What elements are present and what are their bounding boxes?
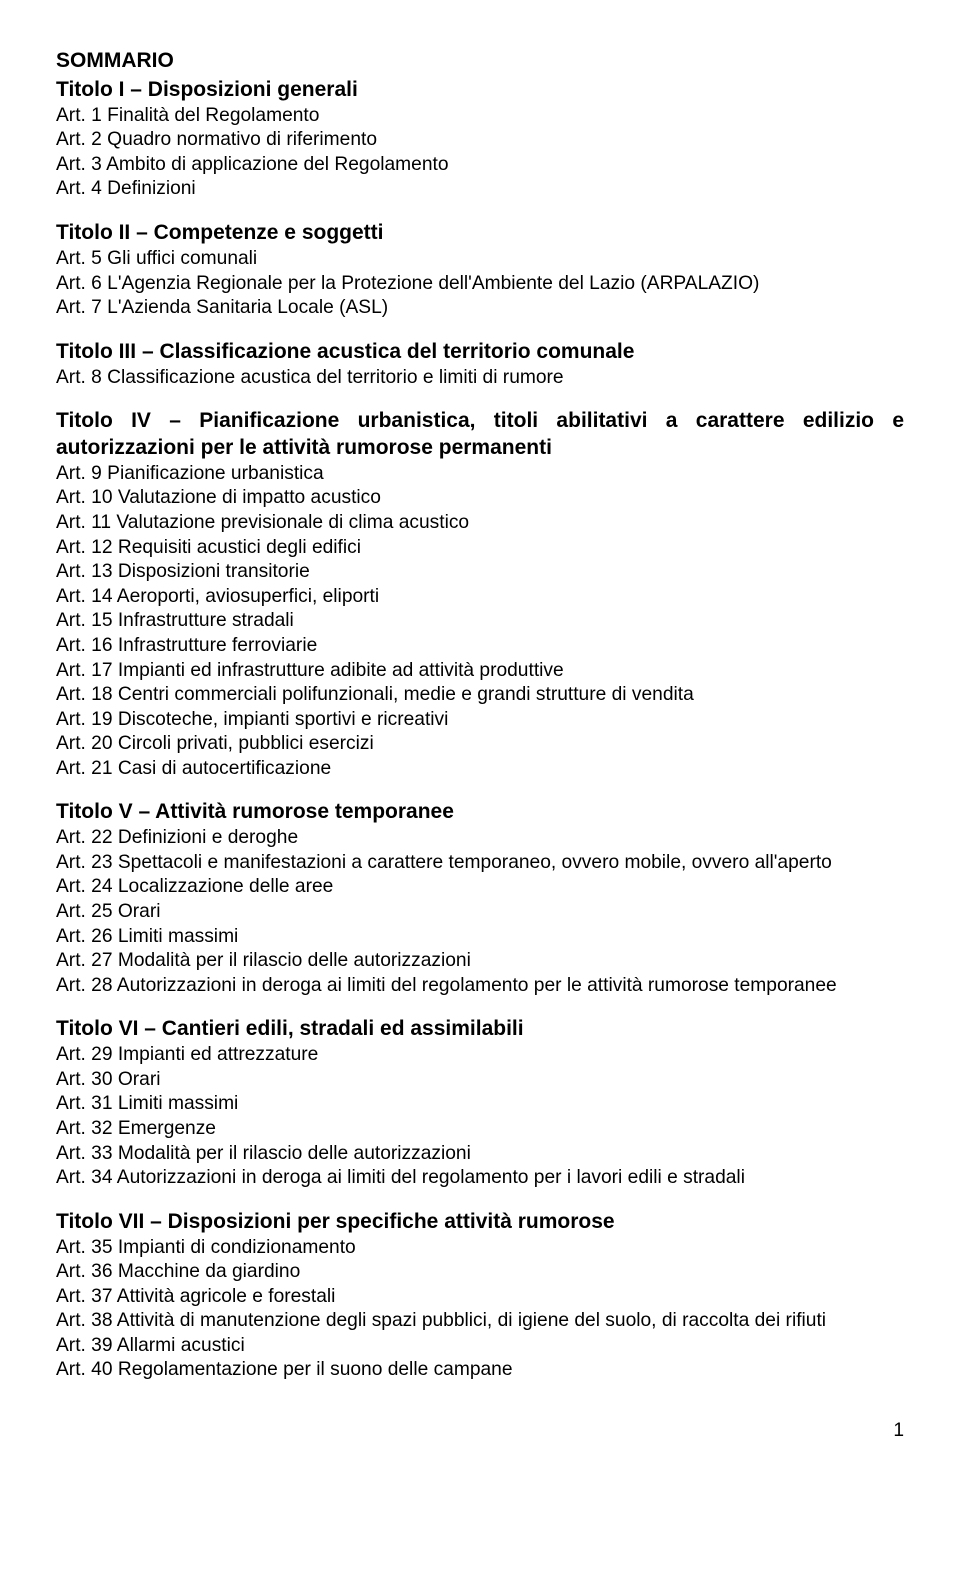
article-line: Art. 13 Disposizioni transitorie: [56, 560, 904, 585]
article-line: Art. 21 Casi di autocertificazione: [56, 757, 904, 782]
article-line: Art. 15 Infrastrutture stradali: [56, 609, 904, 634]
titolo7-block: Titolo VII – Disposizioni per specifiche…: [56, 1209, 904, 1383]
article-line: Art. 16 Infrastrutture ferroviarie: [56, 634, 904, 659]
titolo5-title: Titolo V – Attività rumorose temporanee: [56, 799, 904, 826]
article-line: Art. 3 Ambito di applicazione del Regola…: [56, 153, 904, 178]
titolo3-title: Titolo III – Classificazione acustica de…: [56, 339, 904, 366]
article-line: Art. 7 L'Azienda Sanitaria Locale (ASL): [56, 296, 904, 321]
article-line: Art. 6 L'Agenzia Regionale per la Protez…: [56, 272, 904, 297]
page-number: 1: [56, 1419, 904, 1444]
article-line: Art. 18 Centri commerciali polifunzional…: [56, 683, 904, 708]
article-line: Art. 39 Allarmi acustici: [56, 1334, 904, 1359]
article-line: Art. 14 Aeroporti, aviosuperfici, elipor…: [56, 585, 904, 610]
article-line: Art. 25 Orari: [56, 900, 904, 925]
article-line: Art. 4 Definizioni: [56, 177, 904, 202]
titolo1-title: Titolo I – Disposizioni generali: [56, 77, 904, 104]
article-line: Art. 22 Definizioni e deroghe: [56, 826, 904, 851]
article-line: Art. 9 Pianificazione urbanistica: [56, 462, 904, 487]
titolo4-title: Titolo IV – Pianificazione urbanistica, …: [56, 408, 904, 462]
titolo3-block: Titolo III – Classificazione acustica de…: [56, 339, 904, 390]
article-line: Art. 32 Emergenze: [56, 1117, 904, 1142]
titolo7-title: Titolo VII – Disposizioni per specifiche…: [56, 1209, 904, 1236]
titolo2-title: Titolo II – Competenze e soggetti: [56, 220, 904, 247]
article-line: Art. 19 Discoteche, impianti sportivi e …: [56, 708, 904, 733]
article-line: Art. 1 Finalità del Regolamento: [56, 104, 904, 129]
article-line: Art. 8 Classificazione acustica del terr…: [56, 366, 904, 391]
article-line: Art. 29 Impianti ed attrezzature: [56, 1043, 904, 1068]
article-line: Art. 24 Localizzazione delle aree: [56, 875, 904, 900]
sommario-heading: SOMMARIO: [56, 48, 904, 75]
article-line: Art. 31 Limiti massimi: [56, 1092, 904, 1117]
article-line: Art. 28 Autorizzazioni in deroga ai limi…: [56, 974, 904, 999]
article-line: Art. 20 Circoli privati, pubblici eserci…: [56, 732, 904, 757]
document-page: SOMMARIO Titolo I – Disposizioni general…: [56, 48, 904, 1444]
article-line: Art. 27 Modalità per il rilascio delle a…: [56, 949, 904, 974]
article-line: Art. 37 Attività agricole e forestali: [56, 1285, 904, 1310]
titolo2-block: Titolo II – Competenze e soggetti Art. 5…: [56, 220, 904, 321]
article-line: Art. 38 Attività di manutenzione degli s…: [56, 1309, 904, 1334]
titolo4-block: Titolo IV – Pianificazione urbanistica, …: [56, 408, 904, 781]
article-line: Art. 11 Valutazione previsionale di clim…: [56, 511, 904, 536]
titolo1-block: Titolo I – Disposizioni generali Art. 1 …: [56, 77, 904, 202]
article-line: Art. 33 Modalità per il rilascio delle a…: [56, 1142, 904, 1167]
titolo6-block: Titolo VI – Cantieri edili, stradali ed …: [56, 1016, 904, 1190]
article-line: Art. 36 Macchine da giardino: [56, 1260, 904, 1285]
article-line: Art. 35 Impianti di condizionamento: [56, 1236, 904, 1261]
article-line: Art. 5 Gli uffici comunali: [56, 247, 904, 272]
article-line: Art. 2 Quadro normativo di riferimento: [56, 128, 904, 153]
article-line: Art. 17 Impianti ed infrastrutture adibi…: [56, 659, 904, 684]
article-line: Art. 10 Valutazione di impatto acustico: [56, 486, 904, 511]
article-line: Art. 23 Spettacoli e manifestazioni a ca…: [56, 851, 904, 876]
article-line: Art. 12 Requisiti acustici degli edifici: [56, 536, 904, 561]
titolo5-block: Titolo V – Attività rumorose temporanee …: [56, 799, 904, 998]
article-line: Art. 40 Regolamentazione per il suono de…: [56, 1358, 904, 1383]
article-line: Art. 26 Limiti massimi: [56, 925, 904, 950]
article-line: Art. 30 Orari: [56, 1068, 904, 1093]
article-line: Art. 34 Autorizzazioni in deroga ai limi…: [56, 1166, 904, 1191]
titolo6-title: Titolo VI – Cantieri edili, stradali ed …: [56, 1016, 904, 1043]
